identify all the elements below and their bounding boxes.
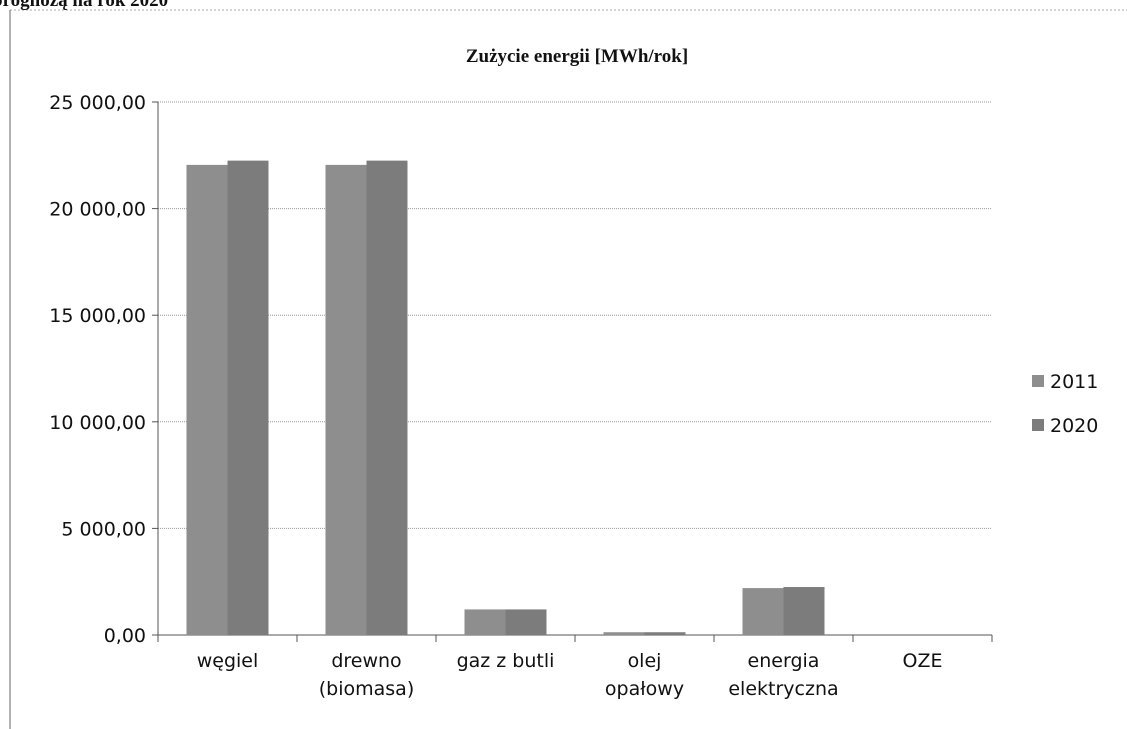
bar [603, 632, 645, 635]
heading: prognozą na rok 2020 [0, 0, 168, 11]
bar [742, 588, 784, 635]
bar [783, 587, 825, 635]
y-tick-label: 5 000,00 [61, 518, 146, 540]
y-tick-label: 25 000,00 [49, 92, 146, 114]
bar [366, 160, 408, 635]
x-tick-label: energia elektryczna [728, 650, 838, 700]
y-tick-label: 20 000,00 [49, 199, 146, 221]
legend-label: 2020 [1050, 415, 1098, 437]
legend-swatch [1032, 375, 1044, 387]
x-tick-label: olej opałowy [605, 650, 684, 700]
legend-label: 2011 [1050, 371, 1098, 393]
x-tick-label: węgiel [197, 650, 259, 672]
y-tick-label: 0,00 [104, 625, 146, 647]
y-tick-label: 15 000,00 [49, 305, 146, 327]
x-tick-label: drewno (biomasa) [319, 650, 414, 700]
x-tick-label: gaz z butli [457, 650, 555, 672]
bar [186, 164, 228, 636]
x-tick-label: OZE [903, 650, 943, 672]
bar [644, 632, 686, 635]
bar [464, 609, 506, 635]
chart-title: Zużycie energii [MWh/rok] [466, 46, 688, 67]
bar [325, 164, 367, 636]
y-tick-label: 10 000,00 [49, 412, 146, 434]
legend-swatch [1032, 419, 1044, 431]
bar [505, 609, 547, 635]
bar [227, 160, 269, 635]
